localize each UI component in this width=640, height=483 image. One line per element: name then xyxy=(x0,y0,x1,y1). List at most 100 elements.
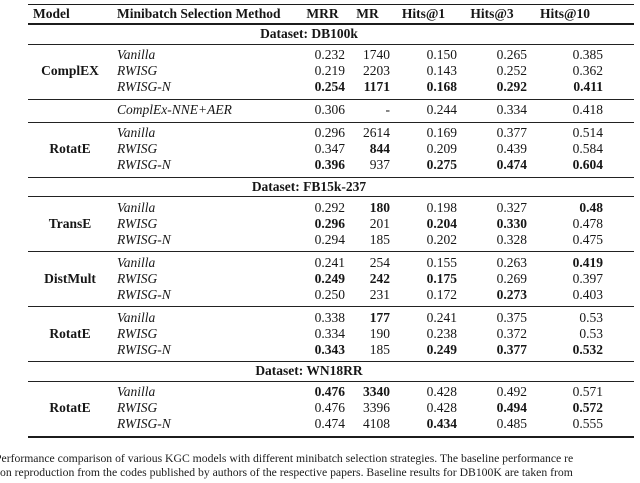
method-cell: RWISG-N xyxy=(117,286,171,302)
cell-mrr: 0.338 xyxy=(300,310,345,326)
cell-mrr: 0.294 xyxy=(300,232,345,248)
cell-hits10: 0.572 xyxy=(527,400,634,416)
cell-mrr: 0.396 xyxy=(300,157,345,173)
cell-hits10: 0.53 xyxy=(527,310,634,326)
cell-hits10: 0.362 xyxy=(527,63,634,79)
cell-hits1: 0.143 xyxy=(390,63,457,79)
value: 0.372 xyxy=(496,325,527,341)
cell-hits3: 0.439 xyxy=(457,141,527,157)
cell-hits3: 0.375 xyxy=(457,310,527,326)
cell-mr: 2203 xyxy=(345,63,390,79)
model-label: RotatE xyxy=(49,400,91,415)
method-cell: RWISG xyxy=(117,325,158,341)
value: 0.485 xyxy=(496,416,527,431)
cell-mr: 231 xyxy=(345,287,390,303)
cell-mrr: 0.296 xyxy=(300,125,345,141)
value: 0.241 xyxy=(426,309,457,325)
cell-hits3: 0.330 xyxy=(457,216,527,232)
dataset-label: Dataset: FB15k-237 xyxy=(251,178,367,194)
value: 0.347 xyxy=(314,141,345,156)
cell-hits3: 0.334 xyxy=(457,102,527,118)
value: 0.241 xyxy=(314,254,345,270)
cell-hits3: 0.292 xyxy=(457,79,527,95)
cell-mr: 1740 xyxy=(345,47,390,63)
model-group: ComplEx-NNE+AER 0.306 - 0.244 0.334 0.418 xyxy=(28,100,634,123)
value: 0.143 xyxy=(426,63,457,78)
cell-mrr: 0.306 xyxy=(300,102,345,118)
cell-hits1: 0.168 xyxy=(390,79,457,95)
cell-hits1: 0.209 xyxy=(390,141,457,157)
cell-mrr: 0.474 xyxy=(300,416,345,432)
cell-hits3: 0.328 xyxy=(457,232,527,248)
value: 0.474 xyxy=(314,416,345,431)
value: 190 xyxy=(369,325,390,341)
cell-hits3: 0.494 xyxy=(457,400,527,416)
cell-hits1: 0.428 xyxy=(390,400,457,416)
value: 0.475 xyxy=(572,231,603,247)
cell-hits10: 0.555 xyxy=(527,416,634,432)
cell-hits3: 0.265 xyxy=(457,47,527,63)
value: 0.532 xyxy=(572,341,603,357)
value: 0.53 xyxy=(579,309,603,325)
value: 0.175 xyxy=(426,270,457,286)
table-row: RWISG-N 0.250 231 0.172 0.273 0.403 xyxy=(112,287,634,303)
value: 0.403 xyxy=(572,286,603,302)
value: 0.249 xyxy=(314,270,345,286)
cell-hits3: 0.485 xyxy=(457,416,527,432)
cell-mrr: 0.249 xyxy=(300,271,345,287)
value: 0.327 xyxy=(496,199,527,215)
cell-hits10: 0.48 xyxy=(527,200,634,216)
cell-hits1: 0.169 xyxy=(390,125,457,141)
table-row: RWISG-N 0.254 1171 0.168 0.292 0.411 xyxy=(112,79,634,95)
value: 0.396 xyxy=(314,157,345,172)
cell-hits10: 0.397 xyxy=(527,271,634,287)
cell-mr: 180 xyxy=(345,200,390,216)
value: 242 xyxy=(369,270,390,286)
value: 0.514 xyxy=(572,125,603,140)
cell-mrr: 0.219 xyxy=(300,63,345,79)
value: 177 xyxy=(369,309,390,325)
value: 3340 xyxy=(363,384,390,399)
method-cell: RWISG-N xyxy=(117,79,171,94)
caption-line-1: Performance comparison of various KGC mo… xyxy=(0,452,574,465)
value: 0.474 xyxy=(496,157,527,172)
cell-hits1: 0.241 xyxy=(390,310,457,326)
cell-hits3: 0.263 xyxy=(457,255,527,271)
value: 0.334 xyxy=(496,102,527,117)
value: 0.476 xyxy=(314,400,345,415)
table-row: Vanilla 0.476 3340 0.428 0.492 0.571 xyxy=(112,384,634,400)
method-cell: RWISG-N xyxy=(117,341,171,357)
table-row: RWISG 0.296 201 0.204 0.330 0.478 xyxy=(112,216,634,232)
cell-hits10: 0.475 xyxy=(527,232,634,248)
value: 0.155 xyxy=(426,254,457,270)
method-cell: RWISG xyxy=(117,141,158,156)
table-row: Vanilla 0.241 254 0.155 0.263 0.419 xyxy=(112,255,634,271)
cell-hits1: 0.244 xyxy=(390,102,457,118)
value: 254 xyxy=(369,254,390,270)
caption-line-2: on reproduction from the codes published… xyxy=(0,466,573,479)
value: 0.53 xyxy=(579,325,603,341)
value: 0.150 xyxy=(426,47,457,62)
cell-mrr: 0.250 xyxy=(300,287,345,303)
method-cell: RWISG xyxy=(117,215,158,231)
cell-mrr: 0.343 xyxy=(300,342,345,358)
cell-mrr: 0.334 xyxy=(300,326,345,342)
cell-hits1: 0.155 xyxy=(390,255,457,271)
value: 0.572 xyxy=(572,400,603,415)
value: 0.198 xyxy=(426,199,457,215)
cell-hits3: 0.377 xyxy=(457,125,527,141)
table-row: RWISG 0.249 242 0.175 0.269 0.397 xyxy=(112,271,634,287)
cell-mrr: 0.296 xyxy=(300,216,345,232)
cell-mr: 185 xyxy=(345,342,390,358)
table-row: RWISG-N 0.294 185 0.202 0.328 0.475 xyxy=(112,232,634,248)
method-cell: RWISG xyxy=(117,400,158,415)
value: 0.296 xyxy=(314,125,345,140)
value: 0.238 xyxy=(426,325,457,341)
dataset-band: Dataset: WN18RR xyxy=(28,362,634,382)
cell-mr: 1171 xyxy=(345,79,390,95)
column-header-model: Model xyxy=(33,6,70,21)
value: 0.254 xyxy=(314,79,345,94)
model-label: DistMult xyxy=(44,270,96,286)
value: 3396 xyxy=(363,400,390,415)
value: 0.252 xyxy=(496,63,527,78)
